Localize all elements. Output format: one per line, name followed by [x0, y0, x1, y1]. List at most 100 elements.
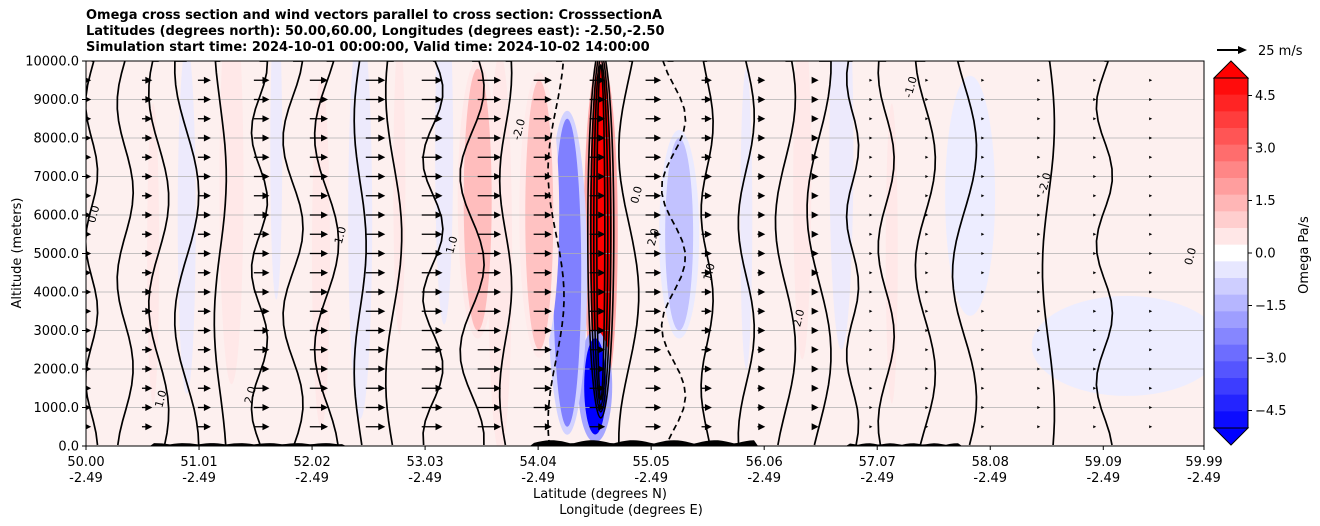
wind-vector-head — [1093, 348, 1097, 352]
wind-vector-head — [758, 153, 766, 161]
wind-vector-head — [378, 384, 386, 392]
omega-contour-line — [173, 61, 200, 446]
omega-stripe — [393, 61, 406, 335]
wind-vector-head — [378, 211, 386, 219]
wind-vector-head — [262, 115, 270, 123]
wind-vector-head — [1093, 155, 1097, 159]
wind-vector-head — [598, 269, 606, 277]
x-axis-label-longitude: Longitude (degrees E) — [559, 503, 703, 518]
title-line-1: Omega cross section and wind vectors par… — [86, 8, 663, 23]
wind-vector-head — [811, 423, 819, 431]
omega-contour-ring — [589, 61, 612, 413]
wind-vector-head — [981, 117, 985, 121]
wind-vector-head — [145, 423, 153, 431]
wind-vector-head — [203, 153, 211, 161]
wind-vector-head — [811, 404, 819, 411]
wind-vector-head — [321, 423, 329, 431]
wind-vector-head — [494, 211, 502, 219]
wind-vector-head — [203, 365, 211, 373]
omega-contour-line — [660, 61, 687, 446]
wind-vector-head — [203, 288, 211, 296]
wind-vector-head — [654, 307, 662, 315]
wind-vector-head — [1037, 309, 1041, 313]
wind-vector-head — [811, 365, 819, 373]
wind-vector-head — [86, 231, 92, 237]
x-tick-label-lon: -2.49 — [860, 471, 894, 486]
x-tick-label-lon: -2.49 — [295, 471, 329, 486]
wind-vector-head — [869, 155, 873, 159]
wind-vector-head — [758, 76, 766, 84]
wind-vector-head — [654, 423, 662, 431]
wind-vector-head — [321, 76, 329, 84]
y-tick-label: 8000.0 — [34, 132, 80, 147]
wind-vector-head — [435, 269, 443, 277]
x-tick-label-lat: 55.05 — [633, 455, 670, 470]
wind-vector-head — [203, 307, 211, 315]
wind-vector-head — [321, 327, 329, 334]
wind-vector-head — [1149, 194, 1153, 198]
wind-vector-head — [321, 250, 329, 257]
wind-vector-head — [1037, 155, 1041, 159]
wind-vector-head — [598, 404, 606, 411]
contour-label: 0.0 — [628, 185, 645, 205]
x-tick-label-lon: -2.49 — [1086, 471, 1120, 486]
omega-feature — [553, 118, 582, 427]
wind-vector-head — [262, 96, 270, 103]
wind-vector-head — [435, 96, 443, 103]
wind-vector-head — [704, 269, 712, 277]
x-tick-label-lat: 52.02 — [293, 455, 330, 470]
wind-vector-head — [435, 173, 443, 180]
omega-stripe — [219, 61, 244, 385]
wind-vector-head — [598, 134, 606, 142]
wind-vector-head — [86, 308, 92, 314]
wind-vector-head — [925, 406, 929, 409]
wind-vector-head — [981, 98, 985, 101]
wind-vector-head — [1149, 329, 1153, 332]
wind-vector-head — [262, 134, 270, 142]
wind-vector-head — [378, 115, 386, 123]
omega-contour-line — [700, 61, 714, 446]
omega-contour-line — [422, 61, 444, 446]
wind-vector-head — [981, 425, 985, 429]
wind-vector-head — [145, 153, 153, 161]
colorbar-tick-label: −4.5 — [1255, 404, 1287, 419]
y-tick-label: 5000.0 — [34, 247, 80, 262]
wind-vector-head — [925, 252, 929, 255]
wind-vector-head — [869, 98, 873, 101]
wind-vector-head — [544, 384, 552, 392]
wind-vector-head — [494, 269, 502, 277]
wind-vector-head — [494, 404, 502, 411]
wind-vector-head — [1093, 117, 1097, 121]
wind-vector-head — [1037, 290, 1041, 294]
wind-vector-head — [869, 329, 873, 332]
wind-vector-head — [704, 288, 712, 296]
colorbar-band — [1214, 211, 1248, 229]
wind-vector-head — [145, 365, 153, 373]
wind-vector-head — [262, 327, 270, 334]
x-axis-label-latitude: Latitude (degrees N) — [533, 487, 667, 502]
wind-vector-head — [1037, 386, 1041, 390]
wind-vector-head — [598, 230, 606, 238]
wind-vector-head — [145, 288, 153, 296]
wind-vector-head — [925, 386, 929, 390]
wind-vector-head — [321, 192, 329, 200]
wind-vector-head — [1037, 213, 1041, 217]
wind-vector-head — [494, 192, 502, 200]
wind-vector-head — [435, 307, 443, 315]
wind-vector-head — [494, 250, 502, 257]
wind-vector-head — [811, 230, 819, 238]
omega-contour-line — [617, 61, 640, 446]
wind-vector-head — [811, 76, 819, 84]
wind-vector-head — [704, 96, 712, 103]
wind-vector-head — [1149, 290, 1153, 294]
wind-vector-head — [925, 232, 929, 236]
omega-contour-line — [845, 61, 860, 446]
wind-vector-head — [981, 194, 985, 198]
wind-vector-head — [758, 384, 766, 392]
wind-vector-head — [654, 404, 662, 411]
x-tick-label-lon: -2.49 — [747, 471, 781, 486]
wind-vector-head — [321, 365, 329, 373]
wind-vector-head — [262, 230, 270, 238]
wind-vector-head — [86, 173, 92, 180]
omega-contour-line — [806, 61, 832, 446]
